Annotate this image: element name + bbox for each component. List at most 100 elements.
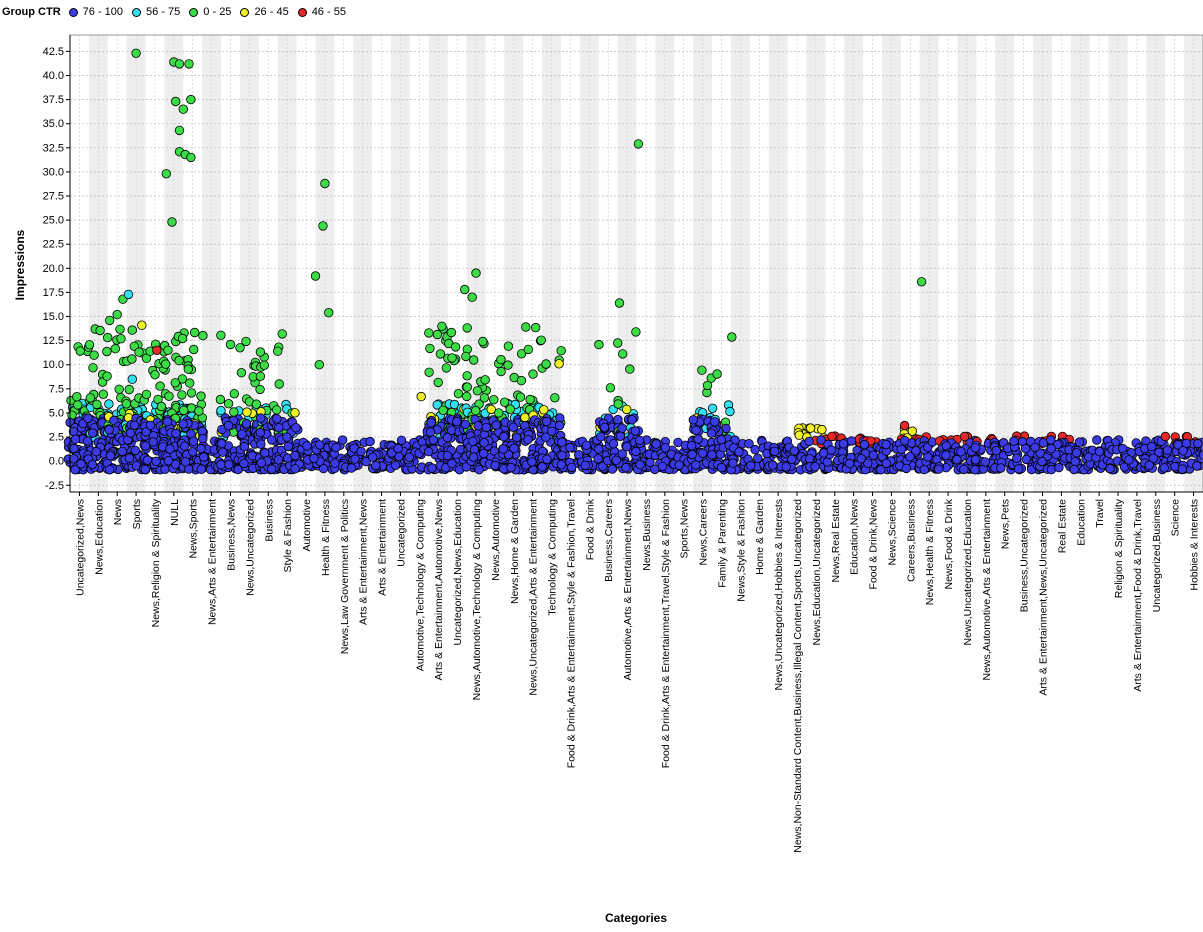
data-point bbox=[446, 425, 457, 436]
data-point bbox=[614, 298, 625, 308]
data-point bbox=[255, 371, 266, 382]
data-point bbox=[346, 463, 357, 473]
data-point bbox=[1193, 438, 1203, 449]
data-point bbox=[433, 377, 443, 388]
data-point bbox=[178, 419, 188, 429]
data-point bbox=[216, 405, 226, 416]
x-tick-label: News,Education bbox=[93, 499, 105, 575]
data-point bbox=[489, 395, 499, 405]
data-point bbox=[282, 432, 292, 442]
x-tick-label: Arts & Entertainment bbox=[377, 499, 389, 596]
data-point bbox=[1037, 456, 1047, 467]
data-point bbox=[87, 459, 98, 470]
data-point bbox=[687, 449, 697, 460]
x-tick-label: News,Real Estate bbox=[830, 499, 842, 583]
x-tick-label: Careers,Business bbox=[905, 499, 917, 582]
data-point bbox=[542, 454, 552, 465]
data-point bbox=[186, 388, 197, 398]
data-point bbox=[241, 418, 252, 429]
x-tick-label: News,Uncategorized,Arts & Entertainment bbox=[528, 499, 540, 696]
data-point bbox=[198, 330, 208, 341]
gridlines bbox=[70, 35, 1203, 492]
x-tick-label: News,Law Government & Politics bbox=[339, 499, 351, 654]
data-point bbox=[441, 363, 452, 373]
data-point bbox=[523, 344, 534, 355]
data-point bbox=[162, 417, 173, 427]
data-point bbox=[199, 452, 209, 462]
x-tick-label: News,Education,Uncategorized bbox=[811, 499, 823, 646]
legend-marker bbox=[189, 7, 199, 17]
data-point bbox=[531, 322, 541, 333]
x-tick-label: News,Style & Fashion bbox=[735, 499, 747, 602]
data-point bbox=[314, 360, 325, 370]
data-point bbox=[170, 378, 181, 388]
x-tick-label: News,Automotive,Technology & Computing bbox=[471, 499, 483, 701]
data-point bbox=[630, 426, 641, 436]
y-tick-label: 10.0 bbox=[43, 359, 64, 371]
x-tick-label: Hobbies & Interests bbox=[1189, 499, 1201, 591]
x-tick-label: Uncategorized,News,Education bbox=[452, 499, 464, 646]
data-point bbox=[273, 455, 284, 465]
data-point bbox=[196, 464, 207, 475]
data-point bbox=[404, 452, 415, 462]
x-axis-label: Categories bbox=[605, 911, 667, 925]
data-point bbox=[527, 457, 537, 467]
data-point bbox=[131, 48, 141, 59]
data-point bbox=[1014, 464, 1024, 474]
legend-label: 76 - 100 bbox=[82, 6, 124, 18]
data-point bbox=[242, 407, 252, 417]
data-point bbox=[899, 420, 910, 431]
data-point bbox=[635, 459, 645, 470]
data-point bbox=[567, 462, 577, 473]
data-point bbox=[996, 463, 1006, 473]
x-tick-label: Real Estate bbox=[1056, 499, 1068, 553]
data-point bbox=[499, 397, 510, 407]
data-point bbox=[1054, 462, 1064, 473]
data-point bbox=[124, 384, 134, 395]
data-point bbox=[426, 417, 436, 428]
legend-item: 26 - 45 bbox=[240, 6, 289, 18]
data-point bbox=[283, 441, 294, 452]
data-point bbox=[557, 437, 567, 447]
data-point bbox=[506, 462, 516, 473]
data-point bbox=[613, 399, 623, 409]
x-tick-label: News,Food & Drink bbox=[943, 498, 955, 589]
data-point bbox=[698, 448, 708, 459]
x-tick-label: Uncategorized,Business bbox=[1151, 499, 1163, 612]
data-point bbox=[170, 96, 181, 107]
data-point bbox=[468, 436, 478, 447]
data-point bbox=[1030, 442, 1040, 453]
data-point bbox=[479, 448, 489, 459]
data-point bbox=[371, 460, 381, 471]
data-point bbox=[129, 420, 140, 431]
data-point bbox=[255, 347, 266, 357]
data-point bbox=[437, 321, 447, 332]
data-point bbox=[496, 354, 506, 365]
data-point bbox=[781, 462, 791, 472]
data-point bbox=[594, 339, 604, 350]
data-point bbox=[290, 464, 300, 474]
data-point bbox=[1105, 463, 1115, 474]
data-point bbox=[356, 446, 366, 457]
data-point bbox=[256, 439, 266, 449]
x-tick-label: News,Non-Standard Content,Business,Illeg… bbox=[792, 499, 804, 853]
data-point bbox=[826, 445, 837, 455]
data-point bbox=[302, 441, 312, 451]
data-point bbox=[183, 364, 194, 374]
data-point bbox=[83, 413, 93, 424]
data-point bbox=[498, 444, 508, 454]
data-point bbox=[112, 309, 122, 320]
data-point bbox=[515, 392, 526, 402]
data-point bbox=[189, 327, 200, 338]
data-point bbox=[1124, 455, 1134, 465]
data-point bbox=[390, 460, 401, 471]
data-point bbox=[868, 450, 879, 460]
data-point bbox=[387, 448, 397, 458]
y-tick-label: 22.5 bbox=[43, 239, 64, 251]
data-point bbox=[750, 444, 760, 455]
data-point bbox=[817, 424, 827, 435]
x-tick-label: Business,Uncategorized bbox=[1019, 499, 1031, 612]
data-point bbox=[435, 349, 446, 359]
x-tick-label: Food & Drink,Arts & Entertainment,Style … bbox=[565, 499, 577, 768]
x-tick-label: NULL bbox=[169, 499, 181, 526]
